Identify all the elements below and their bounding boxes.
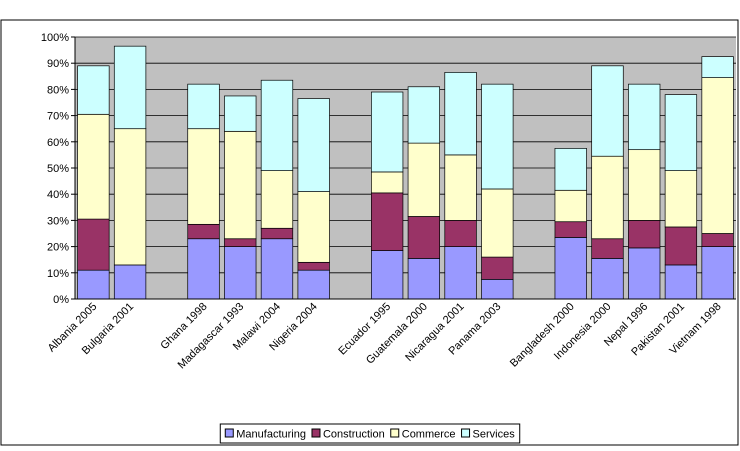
bar-segment — [113, 45, 147, 130]
bar-segment — [187, 223, 220, 240]
bar-segment — [591, 258, 624, 300]
bar-segment — [444, 246, 477, 300]
bar-segment — [591, 155, 624, 240]
bar-segment — [297, 261, 330, 271]
bar-segment — [701, 246, 734, 300]
y-tick-label: 100% — [41, 32, 69, 44]
bar-segment — [628, 247, 661, 300]
bar-segment — [77, 65, 110, 115]
bar-segment — [260, 79, 294, 171]
y-tick-label: 80% — [47, 84, 69, 96]
bar-segment — [187, 238, 220, 300]
bar-segment — [113, 128, 147, 266]
bar-segment — [407, 142, 441, 217]
bar-segment — [701, 56, 734, 78]
bar-segment — [407, 258, 441, 300]
bar-segment — [407, 86, 441, 144]
y-tick-label: 10% — [47, 268, 69, 280]
bar-segment — [628, 83, 661, 151]
bar-segment — [554, 221, 587, 238]
bar-segment — [628, 220, 661, 249]
y-tick-label: 40% — [47, 189, 69, 201]
bar-segment — [481, 279, 514, 300]
legend-label: Services — [473, 429, 516, 441]
bar-segment — [260, 238, 294, 300]
bar-segment — [297, 98, 330, 192]
bar-segment — [701, 233, 734, 247]
bar-segment — [444, 220, 477, 247]
bar-segment — [370, 192, 404, 251]
legend-swatch — [461, 428, 471, 438]
bar-segment — [187, 128, 220, 225]
bar-segment — [664, 170, 698, 228]
legend-label: Manufacturing — [236, 429, 306, 441]
bar-segment — [554, 237, 587, 300]
bar-segment — [260, 170, 294, 229]
y-tick-label: 30% — [47, 215, 69, 227]
bar-segment — [297, 269, 330, 300]
bar-segment — [224, 95, 257, 132]
y-tick-label: 50% — [47, 163, 69, 175]
bar-segment — [260, 227, 294, 240]
legend: Manufacturing Construction Commerce Service… — [219, 423, 521, 444]
bar-segment — [481, 188, 514, 258]
y-tick-label: 60% — [47, 137, 69, 149]
y-tick-label: 70% — [47, 111, 69, 123]
y-tick-label: 90% — [47, 58, 69, 70]
legend-label: Construction — [323, 429, 385, 441]
bar-segment — [224, 246, 257, 300]
bar-segment — [444, 72, 477, 156]
legend-swatch — [311, 428, 321, 438]
legend-swatch — [224, 428, 234, 438]
bar-segment — [664, 264, 698, 300]
y-tick-label: 20% — [47, 242, 69, 254]
legend-swatch — [390, 428, 400, 438]
bar-segment — [554, 148, 587, 191]
bar-segment — [481, 256, 514, 280]
bar-segment — [224, 238, 257, 247]
bar-segment — [77, 269, 110, 300]
bar-segment — [370, 250, 404, 300]
bar-segment — [407, 216, 441, 259]
y-tick-label: 0% — [53, 294, 69, 306]
bar-segment — [628, 149, 661, 221]
bar-segment — [701, 77, 734, 234]
legend-label: Commerce — [402, 429, 456, 441]
bar-segment — [554, 189, 587, 223]
bar-segment — [664, 94, 698, 171]
bar-segment — [224, 130, 257, 240]
bar-segment — [187, 83, 220, 130]
bar-segment — [113, 264, 147, 300]
bar-segment — [664, 226, 698, 266]
bar-segment — [77, 113, 110, 220]
bar-segment — [591, 65, 624, 157]
bar-segment — [370, 171, 404, 194]
legend-box — [219, 423, 521, 444]
bar-segment — [444, 154, 477, 221]
bar-segment — [591, 238, 624, 259]
bar-segment — [77, 218, 110, 271]
bar-segment — [297, 191, 330, 263]
bar-segment — [481, 83, 514, 190]
bar-segment — [370, 91, 404, 173]
